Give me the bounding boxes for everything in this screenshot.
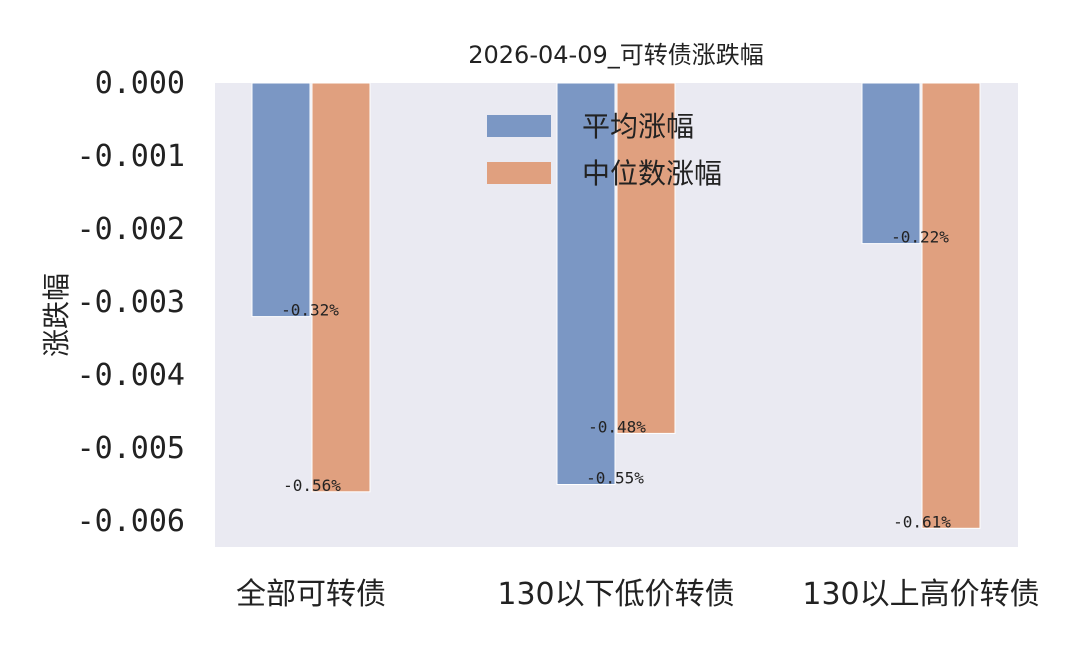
data-label: -0.48% (588, 417, 646, 436)
y-axis-ticks: 0.000 -0.001 -0.002 -0.003 -0.004 -0.005 -0.00… (77, 66, 185, 539)
y-tick-label: 0.000 (95, 66, 185, 101)
data-label: -0.55% (586, 469, 644, 488)
data-label: -0.32% (281, 301, 339, 320)
legend-swatch (487, 115, 551, 137)
bar-mean (861, 82, 921, 245)
bars-group (251, 82, 981, 529)
x-category-label: 130以下低价转债 (497, 577, 734, 612)
y-tick-label: -0.003 (77, 285, 185, 320)
data-label: -0.56% (283, 476, 341, 495)
x-category-label: 全部可转债 (236, 577, 386, 612)
chart-title: 2026-04-09_可转债涨跌幅 (468, 41, 763, 69)
x-axis-categories: 全部可转债 130以下低价转债 130以上高价转债 (236, 577, 1040, 612)
y-tick-label: -0.004 (77, 358, 185, 393)
y-tick-label: -0.002 (77, 212, 185, 247)
bar-median (616, 82, 676, 434)
bar-mean (556, 82, 616, 485)
data-label: -0.22% (891, 228, 949, 247)
data-labels-group: -0.32% -0.56% -0.55% -0.48% -0.22% -0.61% (281, 228, 951, 532)
bar-mean (251, 82, 311, 318)
legend-label: 平均涨幅 (582, 110, 694, 143)
y-tick-label: -0.006 (77, 504, 185, 539)
x-category-label: 130以上高价转债 (802, 577, 1039, 612)
bar-median (921, 82, 981, 529)
data-label: -0.61% (893, 512, 951, 531)
legend-swatch (487, 162, 551, 184)
y-tick-label: -0.001 (77, 139, 185, 174)
y-tick-label: -0.005 (77, 431, 185, 466)
bar-median (311, 82, 371, 493)
legend-label: 中位数涨幅 (582, 157, 722, 190)
y-axis-label: 涨跌幅 (40, 273, 73, 357)
